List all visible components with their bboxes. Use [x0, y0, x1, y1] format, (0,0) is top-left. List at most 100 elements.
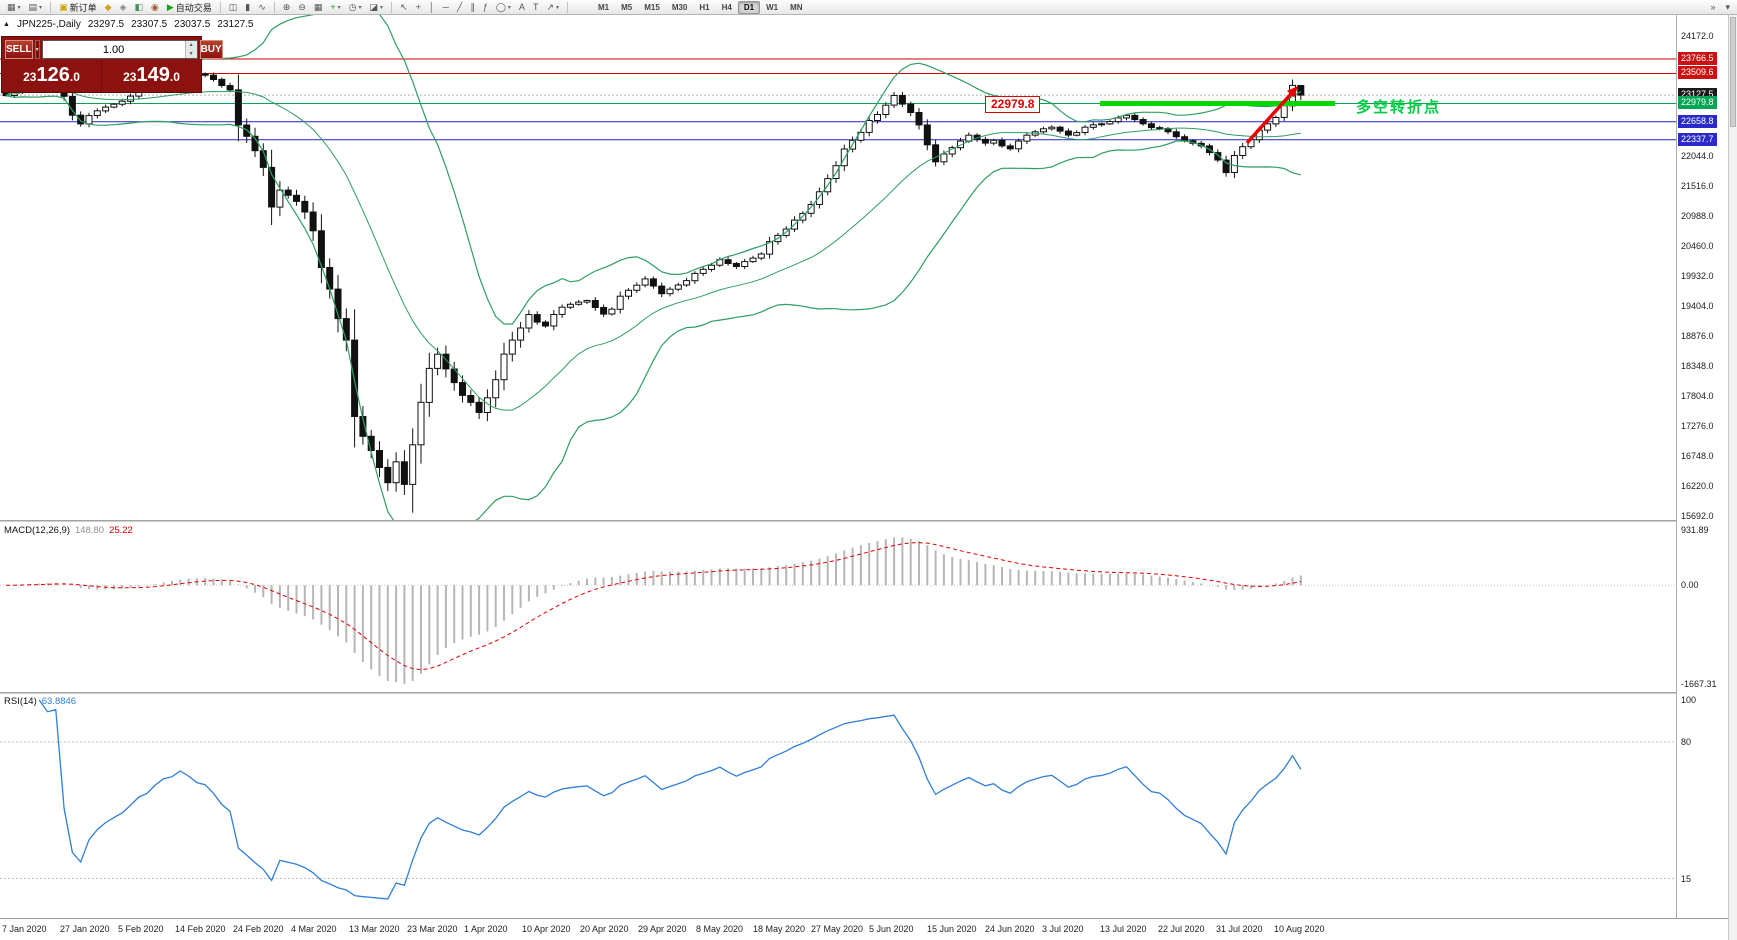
arrows-icon: ↗ — [546, 1, 554, 12]
chevron-down-icon: ▾ — [380, 4, 384, 11]
price-axis-label: 20988.0 — [1681, 211, 1714, 221]
zoom-in-button[interactable]: ⊕ — [279, 1, 295, 14]
text-label-icon: T — [532, 1, 539, 12]
macd-axis-label: 931.89 — [1681, 525, 1709, 535]
rsi-indicator-label: RSI(14) 63.8846 — [4, 696, 76, 707]
text-button[interactable]: A — [515, 1, 529, 14]
fibonacci-button[interactable]: ƒ — [479, 1, 492, 14]
macd-signal-line — [6, 542, 1301, 671]
timeframe-m30-button[interactable]: M30 — [671, 2, 688, 12]
horizontal-line-button[interactable]: ─ — [439, 1, 453, 14]
main-price-chart[interactable] — [0, 15, 1676, 520]
date-axis-label: 5 Jun 2020 — [869, 924, 914, 934]
fibonacci-icon: ƒ — [482, 1, 488, 12]
sell-price-prefix: 23 — [23, 70, 37, 84]
line-chart-button[interactable]: ∿ — [254, 1, 270, 14]
scrollbar-thumb[interactable] — [1730, 17, 1736, 127]
new-chart-button[interactable]: ▦ ▾ — [3, 1, 25, 14]
vertical-scrollbar[interactable] — [1728, 15, 1737, 940]
price-callout[interactable]: 22979.8 — [985, 96, 1041, 113]
price-axis-label: 19932.0 — [1681, 271, 1714, 281]
symbol-title: JPN225-,Daily — [16, 19, 81, 30]
candlestick-series — [2, 66, 1305, 513]
timeframe-mn-button[interactable]: MN — [790, 2, 803, 12]
date-axis-label: 3 Jul 2020 — [1042, 924, 1084, 934]
one-click-collapse-arrow[interactable]: ▲ — [3, 21, 10, 28]
buy-price-suffix: .0 — [169, 70, 180, 84]
arrows-button[interactable]: ↗ ▾ — [542, 1, 563, 14]
date-axis-label: 23 Mar 2020 — [407, 924, 458, 934]
periods-button[interactable]: ◷ ▾ — [345, 1, 366, 14]
timeframe-w1-button[interactable]: W1 — [766, 2, 779, 12]
crosshair-button[interactable]: + — [412, 1, 425, 14]
pivot-annotation[interactable]: 多空转折点 — [1356, 99, 1442, 116]
price-axis-label: 17276.0 — [1681, 421, 1714, 431]
trend-line-icon: ╱ — [456, 1, 463, 12]
new-order-button[interactable]: ▣ 新订单 — [55, 1, 101, 14]
auto-trading-button[interactable]: ▶ 自动交易 — [163, 1, 216, 14]
panel-separator[interactable] — [0, 520, 1737, 522]
toolbar-menu-icon: ▾ — [1725, 1, 1730, 12]
templates-icon: ◪ — [369, 1, 379, 12]
chart-profiles-button[interactable]: ▤ ▾ — [25, 1, 47, 14]
cursor-button[interactable]: ↖ — [396, 1, 412, 14]
date-axis-label: 24 Jun 2020 — [985, 924, 1035, 934]
date-axis-label: 13 Jul 2020 — [1100, 924, 1147, 934]
text-label-button[interactable]: T — [529, 1, 543, 14]
toolbar-menu-button[interactable]: ▾ — [1721, 1, 1734, 14]
options-button[interactable]: ◉ — [147, 1, 163, 14]
buy-button[interactable]: BUY — [199, 40, 223, 59]
sell-button[interactable]: SELL — [5, 40, 33, 59]
timeframe-d1-button[interactable]: D1 — [737, 0, 761, 14]
price-axis-label: 21516.0 — [1681, 181, 1714, 191]
date-axis-label: 29 Apr 2020 — [638, 924, 687, 934]
new-order-icon: ▣ — [59, 1, 68, 12]
navigator-button[interactable]: ◈ — [116, 1, 131, 14]
macd-axis-label: 0.00 — [1681, 580, 1699, 590]
indicators-button[interactable]: + ▾ — [326, 1, 344, 14]
toolbar-separator — [391, 1, 393, 13]
timeframe-m5-button[interactable]: M5 — [621, 2, 633, 12]
chart-window: 24172.0 22044.0 21516.0 20988.0 20460.0 19932… — [0, 15, 1737, 940]
candlestick-chart-button[interactable]: ▮ — [241, 1, 254, 14]
price-axis-label: 17804.0 — [1681, 391, 1714, 401]
time-axis[interactable]: 7 Jan 2020 27 Jan 2020 5 Feb 2020 14 Feb 20… — [0, 918, 1737, 940]
templates-button[interactable]: ◪ ▾ — [366, 1, 388, 14]
timeframe-h1-button[interactable]: H1 — [699, 2, 710, 12]
timeframe-m15-button[interactable]: M15 — [644, 2, 660, 12]
bar-chart-button[interactable]: ◫ — [225, 1, 242, 14]
trend-arrow[interactable] — [1245, 86, 1298, 145]
volume-decrease-button[interactable]: ▼ — [185, 49, 197, 58]
volume-input[interactable] — [42, 41, 185, 58]
tile-windows-button[interactable]: ▦ — [310, 1, 327, 14]
chevron-down-icon: ▾ — [17, 4, 21, 11]
trend-line-button[interactable]: ╱ — [453, 1, 466, 14]
toolbar-overflow-button[interactable]: » — [1706, 1, 1719, 14]
sell-price[interactable]: 23 126.0 — [2, 60, 101, 92]
macd-panel[interactable] — [0, 522, 1676, 692]
timeframe-m1-button[interactable]: M1 — [598, 2, 610, 12]
price-axis[interactable]: 24172.0 22044.0 21516.0 20988.0 20460.0 19932… — [1676, 15, 1728, 918]
shapes-button[interactable]: ◯ ▾ — [492, 1, 515, 14]
macd-axis-label: -1667.31 — [1681, 679, 1717, 689]
new-order-label: 新订单 — [69, 2, 97, 13]
chevron-down-icon: ▾ — [35, 47, 39, 53]
line-chart-icon: ∿ — [258, 1, 266, 12]
bollinger-lower-band — [5, 94, 1301, 520]
vertical-line-button[interactable]: │ — [425, 1, 439, 14]
volume-increase-button[interactable]: ▲ — [185, 41, 197, 50]
rsi-panel[interactable] — [0, 694, 1676, 918]
chevron-down-icon: ▾ — [337, 4, 341, 11]
date-axis-label: 5 Feb 2020 — [118, 924, 164, 934]
meta-editor-button[interactable]: ◧ — [130, 1, 147, 14]
order-settings-caret[interactable]: ▾ — [34, 40, 40, 59]
history-center-button[interactable]: ◆ — [101, 1, 116, 14]
panel-separator[interactable] — [0, 692, 1737, 694]
timeframe-h4-button[interactable]: H4 — [721, 2, 732, 12]
price-axis-label: 18348.0 — [1681, 361, 1714, 371]
buy-price[interactable]: 23 149.0 — [101, 60, 201, 92]
zoom-out-button[interactable]: ⊖ — [294, 1, 310, 14]
zoom-out-icon: ⊖ — [298, 1, 306, 12]
equidistant-channel-button[interactable]: ∥ — [466, 1, 479, 14]
